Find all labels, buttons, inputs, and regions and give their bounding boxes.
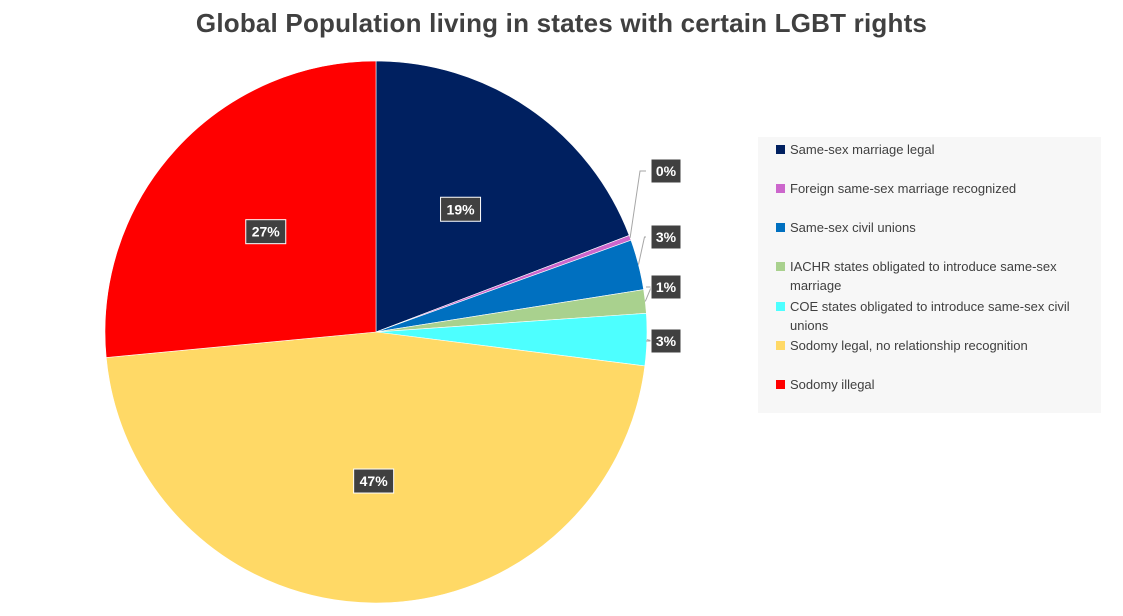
legend-item-sodomy-illegal: Sodomy illegal: [776, 375, 1094, 394]
data-label-sodomy-illegal: 27%: [245, 219, 287, 245]
legend-item-foreign-same-sex-marriage-recognized: Foreign same-sex marriage recognized: [776, 179, 1094, 198]
legend-swatch: [776, 380, 785, 389]
legend-label: Sodomy illegal: [790, 377, 875, 392]
legend-label: COE states obligated to introduce same-s…: [790, 299, 1070, 333]
chart-title: Global Population living in states with …: [195, 8, 928, 38]
svg-text:47%: 47%: [360, 473, 389, 489]
legend-label: Same-sex civil unions: [790, 220, 916, 235]
data-label-same-sex-marriage-legal: 19%: [440, 196, 482, 222]
svg-text:3%: 3%: [656, 229, 677, 245]
legend-swatch: [776, 184, 785, 193]
data-label-same-sex-civil-unions: 3%: [650, 224, 682, 250]
legend-item-same-sex-civil-unions: Same-sex civil unions: [776, 218, 1094, 237]
data-label-coe-states-obligated-to-introduce-same-sex-civil-unions: 3%: [650, 328, 682, 354]
leader-line-same-sex-civil-unions: [637, 236, 646, 265]
legend-label: IACHR states obligated to introduce same…: [790, 259, 1057, 293]
pie-slice-same-sex-marriage-legal: [375, 60, 630, 333]
pie-slice-sodomy-illegal: [104, 60, 377, 358]
leader-line-iachr-states-obligated-to-introduce-same-sex-marriage: [644, 286, 653, 302]
data-label-foreign-same-sex-marriage-recognized: 0%: [650, 158, 682, 184]
legend-swatch: [776, 341, 785, 350]
legend-swatch: [776, 145, 785, 154]
legend-swatch: [776, 302, 785, 311]
legend-item-coe-states-obligated-to-introduce-same-sex-civil-unions: COE states obligated to introduce same-s…: [776, 297, 1094, 335]
legend-label: Sodomy legal, no relationship recognitio…: [790, 338, 1028, 353]
svg-text:0%: 0%: [656, 163, 677, 179]
data-label-sodomy-legal-no-relationship-recognition: 47%: [353, 468, 395, 494]
legend-label: Foreign same-sex marriage recognized: [790, 181, 1017, 196]
legend-item-iachr-states-obligated-to-introduce-same-sex-marriage: IACHR states obligated to introduce same…: [776, 257, 1094, 295]
svg-text:3%: 3%: [656, 333, 677, 349]
legend-label: Same-sex marriage legal: [790, 142, 935, 157]
legend-item-same-sex-marriage-legal: Same-sex marriage legal: [776, 140, 1094, 159]
legend-swatch: [776, 223, 785, 232]
svg-text:19%: 19%: [447, 201, 476, 217]
svg-text:1%: 1%: [656, 279, 677, 295]
data-label-iachr-states-obligated-to-introduce-same-sex-marriage: 1%: [650, 274, 682, 300]
leader-line-foreign-same-sex-marriage-recognized: [629, 170, 646, 238]
legend-item-sodomy-legal-no-relationship-recognition: Sodomy legal, no relationship recognitio…: [776, 336, 1094, 355]
legend-swatch: [776, 262, 785, 271]
pie-slice-sodomy-legal-no-relationship-recognition: [105, 331, 646, 604]
chart-legend: Same-sex marriage legal Foreign same-sex …: [758, 137, 1101, 413]
svg-text:27%: 27%: [252, 224, 281, 240]
